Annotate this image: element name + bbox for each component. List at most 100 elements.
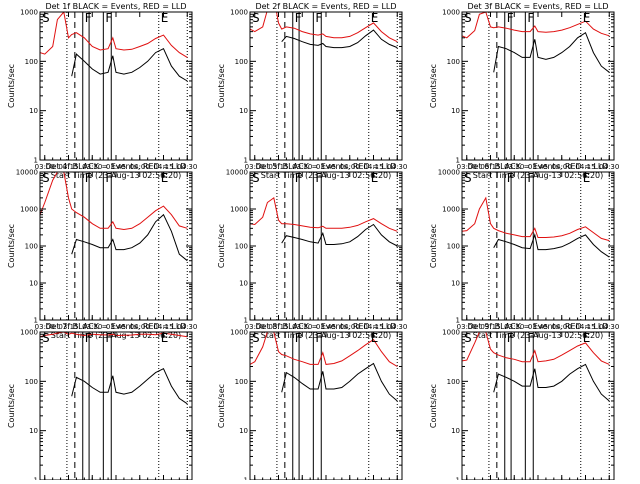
x-tick-label: 03:45 bbox=[106, 163, 126, 171]
y-tick-label: 10 bbox=[451, 280, 460, 288]
x-tick-label: 04:30 bbox=[599, 163, 619, 171]
y-tick-label: 1 bbox=[456, 317, 460, 325]
phase-marker: F bbox=[105, 171, 112, 185]
y-tick-label: 1 bbox=[244, 317, 248, 325]
series-lld-line bbox=[462, 196, 610, 242]
y-tick-label: 1 bbox=[244, 477, 248, 481]
phase-marker: F bbox=[295, 171, 302, 185]
series-events-line bbox=[281, 223, 398, 247]
phase-marker: F bbox=[295, 11, 302, 25]
y-axis-title: Counts/sec bbox=[217, 384, 226, 428]
panel-title: Det 3f BLACK = Events, RED = LLD bbox=[467, 2, 608, 11]
series-events-line bbox=[71, 368, 188, 405]
x-tick-label: 03:00 bbox=[35, 163, 55, 171]
y-tick-label: 1000 bbox=[442, 206, 460, 214]
x-tick-label: 03:30 bbox=[504, 163, 524, 171]
x-tick-label: 04:00 bbox=[552, 163, 572, 171]
plot-frame bbox=[249, 171, 403, 321]
curves bbox=[462, 332, 610, 402]
curves bbox=[462, 12, 610, 73]
series-events-line bbox=[493, 233, 610, 258]
x-tick-label: 03:15 bbox=[268, 163, 288, 171]
y-tick-label: 10 bbox=[239, 280, 248, 288]
phase-marker: F bbox=[507, 11, 514, 25]
phase-marker: F bbox=[85, 11, 92, 25]
phase-marker: S bbox=[42, 331, 50, 345]
x-tick-label: 04:00 bbox=[340, 323, 360, 331]
phase-marker: F bbox=[507, 171, 514, 185]
phase-marker: F bbox=[507, 331, 514, 345]
x-tick-label: 04:30 bbox=[177, 323, 197, 331]
y-tick-label: 100 bbox=[25, 243, 38, 251]
y-tick-label: 1 bbox=[34, 157, 38, 165]
panel-title: Det 2f BLACK = Events, RED = LLD bbox=[255, 2, 396, 11]
y-tick-label: 10000 bbox=[226, 169, 248, 177]
series-events-line bbox=[281, 29, 398, 49]
x-tick-label: 03:45 bbox=[528, 163, 548, 171]
y-tick-label: 10 bbox=[29, 280, 38, 288]
phase-marker: E bbox=[371, 11, 379, 25]
x-tick-label: 03:30 bbox=[82, 323, 102, 331]
y-tick-label: 100 bbox=[447, 243, 460, 251]
y-tick-label: 100 bbox=[235, 243, 248, 251]
phase-marker: F bbox=[527, 171, 534, 185]
panel-title: Det 9f BLACK = Events, RED = LLD bbox=[467, 322, 608, 331]
y-axis-title: Counts/sec bbox=[429, 64, 438, 108]
series-lld-line bbox=[250, 12, 398, 43]
x-tick-label: 04:15 bbox=[575, 323, 595, 331]
y-tick-label: 100 bbox=[235, 378, 248, 386]
curves bbox=[40, 172, 188, 262]
panel-title: Det 5f BLACK = Events, RED = LLD bbox=[255, 162, 396, 171]
phase-marker: E bbox=[583, 171, 591, 185]
y-axis-title: Counts/sec bbox=[429, 224, 438, 268]
phase-marker: E bbox=[583, 331, 591, 345]
x-tick-label: 04:15 bbox=[153, 323, 173, 331]
x-tick-label: 03:30 bbox=[82, 163, 102, 171]
y-tick-label: 10 bbox=[239, 107, 248, 115]
phase-marker: E bbox=[161, 11, 169, 25]
series-lld-line bbox=[40, 12, 188, 58]
series-events-line bbox=[71, 213, 188, 262]
y-tick-label: 10 bbox=[451, 427, 460, 435]
phase-marker: F bbox=[527, 11, 534, 25]
panel-title: Det 4f BLACK = Events, RED = LLD bbox=[45, 162, 186, 171]
series-lld-line bbox=[462, 12, 610, 39]
y-tick-label: 1000 bbox=[20, 206, 38, 214]
y-tick-label: 10 bbox=[29, 427, 38, 435]
phase-marker: F bbox=[85, 331, 92, 345]
x-tick-label: 03:00 bbox=[35, 323, 55, 331]
y-tick-label: 100 bbox=[235, 58, 248, 66]
panel-title: Det 7f BLACK = Events, RED = LLD bbox=[45, 322, 186, 331]
phase-marker: S bbox=[464, 171, 472, 185]
phase-marker: F bbox=[85, 171, 92, 185]
series-events-line bbox=[71, 48, 188, 82]
phase-marker: F bbox=[105, 331, 112, 345]
x-tick-label: 04:30 bbox=[599, 323, 619, 331]
phase-marker: S bbox=[252, 171, 260, 185]
phase-marker: E bbox=[161, 171, 169, 185]
panel-title: Det 6f BLACK = Events, RED = LLD bbox=[467, 162, 608, 171]
y-tick-label: 1 bbox=[34, 317, 38, 325]
plot-frame bbox=[39, 171, 193, 321]
y-tick-label: 1000 bbox=[442, 329, 460, 337]
plot-frame bbox=[249, 331, 403, 481]
phase-marker: F bbox=[315, 171, 322, 185]
x-tick-label: 03:45 bbox=[528, 323, 548, 331]
curves bbox=[250, 12, 398, 49]
x-tick-label: 04:00 bbox=[130, 323, 150, 331]
plot-frame bbox=[461, 171, 615, 321]
phase-marker: F bbox=[295, 331, 302, 345]
series-lld-line bbox=[250, 197, 398, 232]
x-tick-label: 03:00 bbox=[245, 163, 265, 171]
y-axis-title: Counts/sec bbox=[7, 384, 16, 428]
y-tick-label: 1000 bbox=[230, 329, 248, 337]
y-tick-label: 1000 bbox=[230, 9, 248, 17]
x-tick-label: 04:15 bbox=[575, 163, 595, 171]
